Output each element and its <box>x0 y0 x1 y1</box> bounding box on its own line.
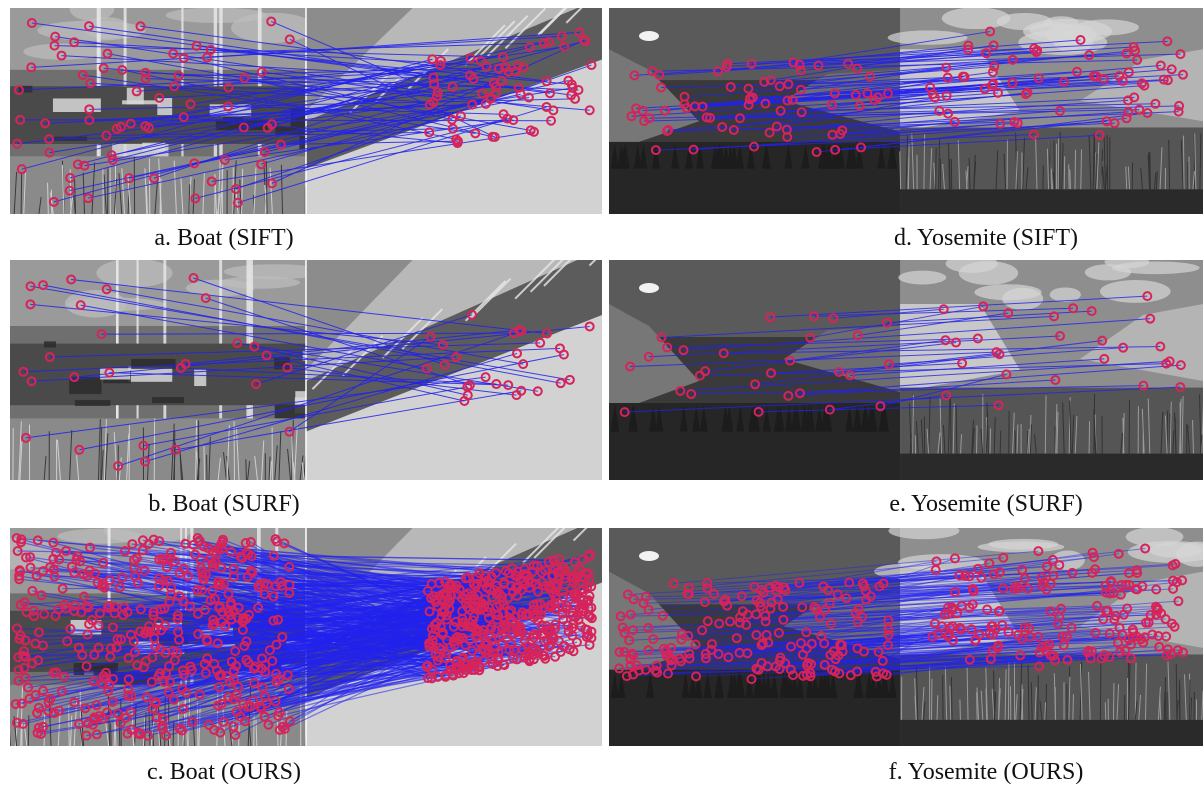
keypoints <box>18 272 595 472</box>
match-visualization-a <box>10 8 602 214</box>
match-lines <box>631 31 1184 153</box>
scene-background <box>609 260 1203 480</box>
scene-background <box>609 8 1203 214</box>
caption-c: c. Boat (OURS) <box>147 759 301 785</box>
keypoints <box>619 291 1186 418</box>
match-lines <box>624 295 1181 413</box>
match-panel-boat-surf <box>10 260 602 480</box>
match-panel-boat-sift <box>10 8 602 214</box>
match-panel-yosemite-surf <box>609 260 1203 480</box>
keypoints <box>626 26 1188 158</box>
match-visualization-d <box>609 8 1203 214</box>
caption-b: b. Boat (SURF) <box>148 491 300 517</box>
match-panel-boat-ours <box>10 528 602 746</box>
caption-a: a. Boat (SIFT) <box>154 225 294 251</box>
match-visualization-e <box>609 260 1203 480</box>
keypoints <box>10 533 597 741</box>
match-visualization-f <box>609 528 1203 746</box>
match-panel-yosemite-ours <box>609 528 1203 746</box>
caption-e: e. Yosemite (SURF) <box>889 491 1083 517</box>
match-panel-yosemite-sift <box>609 8 1203 214</box>
match-visualization-c <box>10 528 602 746</box>
keypoints <box>614 543 1188 685</box>
caption-f: f. Yosemite (OURS) <box>888 759 1084 785</box>
keypoints <box>12 16 597 208</box>
caption-d: d. Yosemite (SIFT) <box>893 225 1079 251</box>
match-visualization-b <box>10 260 602 480</box>
